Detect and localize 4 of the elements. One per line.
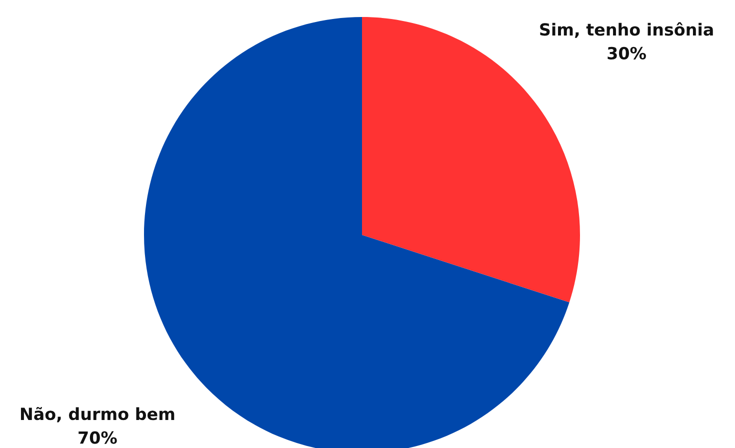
data-label: 70% xyxy=(78,431,117,444)
slice-label: Não, durmo bem xyxy=(20,406,174,422)
slice-label: Sim, tenho insônia xyxy=(540,22,713,38)
data-label: 30% xyxy=(608,46,646,60)
